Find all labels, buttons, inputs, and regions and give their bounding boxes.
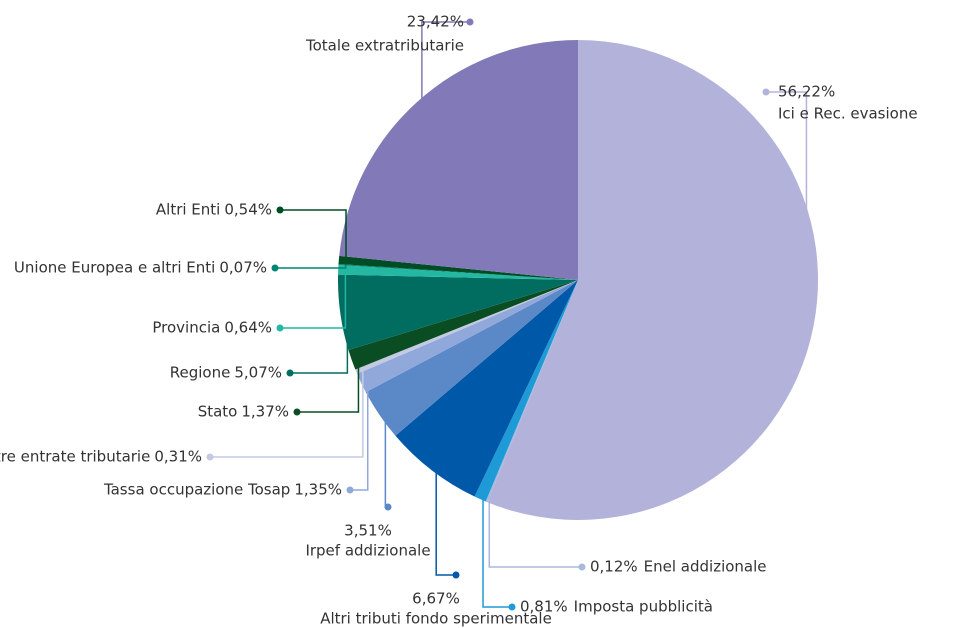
category-label: Regione (170, 364, 231, 382)
pie-slice (338, 263, 578, 280)
leader-line (421, 21, 470, 108)
leader-dot (286, 369, 294, 377)
value-label: 0,07% (219, 259, 267, 277)
category-label: Ici e Rec. evasione (778, 105, 918, 123)
pie-slice (474, 280, 578, 502)
value-label: 0,12% (590, 558, 638, 576)
leader-line (210, 368, 364, 458)
category-label: Irpef addizionale (305, 542, 430, 560)
leader-line (280, 270, 347, 329)
category-label: Provincia (152, 319, 220, 337)
pie-slice (487, 40, 818, 520)
leader-dot (276, 206, 284, 214)
value-label: 23,42% (407, 13, 464, 31)
pie-slice (338, 255, 578, 280)
leader-line (482, 492, 512, 608)
category-label: Altre entrate tributarie (0, 448, 150, 466)
leader-dot (578, 563, 586, 571)
value-label: 5,07% (234, 364, 282, 382)
pie-slice (348, 280, 578, 370)
value-label: 6,67% (412, 590, 460, 608)
pie-slice (485, 280, 578, 503)
category-label: Unione Europea e altri Enti (14, 259, 215, 277)
category-label: Imposta pubblicità (574, 598, 713, 616)
leader-line (290, 311, 349, 374)
leader-dot (346, 486, 354, 494)
leader-line (297, 357, 360, 413)
value-label: 56,22% (778, 83, 835, 101)
category-label: Tassa occupazione Tosap (103, 481, 290, 499)
leader-dot (762, 88, 770, 96)
value-label: 3,51% (344, 522, 392, 540)
leader-dot (271, 264, 279, 272)
leader-dot (452, 571, 460, 579)
leader-dot (276, 324, 284, 332)
leader-dot (508, 603, 516, 611)
value-label: 1,35% (294, 481, 342, 499)
category-label: Enel addizionale (644, 558, 767, 576)
leader-line (488, 495, 582, 568)
leader-dot (293, 408, 301, 416)
leader-line (435, 464, 456, 576)
pie-slice (365, 280, 578, 436)
leader-dot (206, 453, 214, 461)
category-label: Altri Enti (156, 201, 220, 219)
pie-slice (395, 280, 578, 497)
category-label: Totale extratributarie (305, 37, 464, 55)
pie-slice (338, 265, 578, 280)
value-label: 0,31% (154, 448, 202, 466)
pie-slice (357, 280, 578, 393)
pie-slice (338, 274, 578, 350)
leader-line (280, 209, 347, 261)
leader-dot (466, 18, 474, 26)
value-label: 1,37% (241, 403, 289, 421)
pie-slice (355, 280, 578, 374)
category-label: Stato (198, 403, 238, 421)
leader-dot (384, 503, 392, 511)
value-label: 0,81% (520, 598, 568, 616)
leader-line (350, 379, 369, 491)
value-label: 0,54% (224, 201, 272, 219)
pie-slice (339, 40, 578, 280)
leader-line (766, 91, 808, 325)
leader-line (275, 264, 347, 269)
category-label: Altri tributi fondo sperimentale (320, 610, 552, 628)
value-label: 0,64% (224, 319, 272, 337)
